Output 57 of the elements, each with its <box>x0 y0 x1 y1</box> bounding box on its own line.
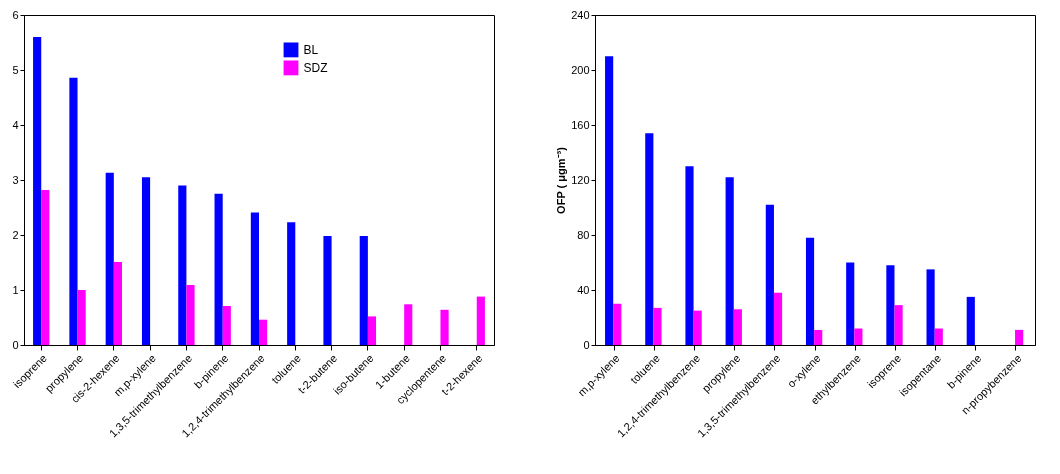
bar <box>141 177 151 345</box>
bar <box>440 309 449 345</box>
bar <box>287 222 296 345</box>
y-tick-label: 120 <box>571 173 590 186</box>
bar <box>605 56 614 345</box>
bar <box>359 236 368 345</box>
y-tick-label: 5 <box>12 63 19 76</box>
bar <box>367 316 377 345</box>
y-tick-label: 200 <box>571 63 590 76</box>
bar <box>926 269 935 345</box>
bar <box>854 328 863 345</box>
bar <box>33 37 42 345</box>
bar <box>178 185 187 345</box>
bar <box>259 319 268 345</box>
bar <box>250 212 259 345</box>
y-tick-label: 80 <box>577 228 590 241</box>
bar <box>113 261 122 345</box>
y-tick-label: 2 <box>12 228 19 241</box>
y-tick-label: 6 <box>12 8 19 21</box>
bar <box>886 265 895 345</box>
y-axis-title: OFP ( μgm⁻³) <box>555 146 568 214</box>
bar <box>645 133 654 345</box>
bar <box>805 237 815 345</box>
bar <box>404 304 413 345</box>
bar <box>685 166 694 345</box>
bar <box>733 309 742 345</box>
y-tick-label: 4 <box>12 118 19 131</box>
legend-label: BL <box>303 42 319 57</box>
bar <box>69 77 78 345</box>
bar <box>476 296 485 345</box>
bar <box>186 285 195 345</box>
bar <box>894 305 903 345</box>
y-tick-label: 40 <box>577 283 590 296</box>
bar <box>222 305 231 345</box>
bar <box>1015 329 1024 345</box>
y-tick-label: 1 <box>12 283 19 296</box>
bar <box>653 307 662 345</box>
bar <box>693 310 702 345</box>
y-tick-label: 240 <box>571 8 590 21</box>
bar <box>214 193 223 345</box>
bar <box>846 262 855 345</box>
bar <box>934 328 943 345</box>
y-tick-label: 160 <box>571 118 590 131</box>
bar <box>773 292 783 345</box>
bar <box>765 204 774 345</box>
bar <box>77 290 86 345</box>
bar <box>323 236 332 345</box>
bar <box>814 329 823 345</box>
bar <box>105 172 114 345</box>
y-tick-label: 0 <box>12 338 19 351</box>
bar <box>725 177 734 345</box>
y-tick-label: 3 <box>12 173 19 186</box>
bar <box>613 303 622 345</box>
bar <box>966 296 975 345</box>
bar <box>41 189 50 345</box>
y-tick-label: 0 <box>583 338 590 351</box>
legend-label: SDZ <box>303 60 328 75</box>
